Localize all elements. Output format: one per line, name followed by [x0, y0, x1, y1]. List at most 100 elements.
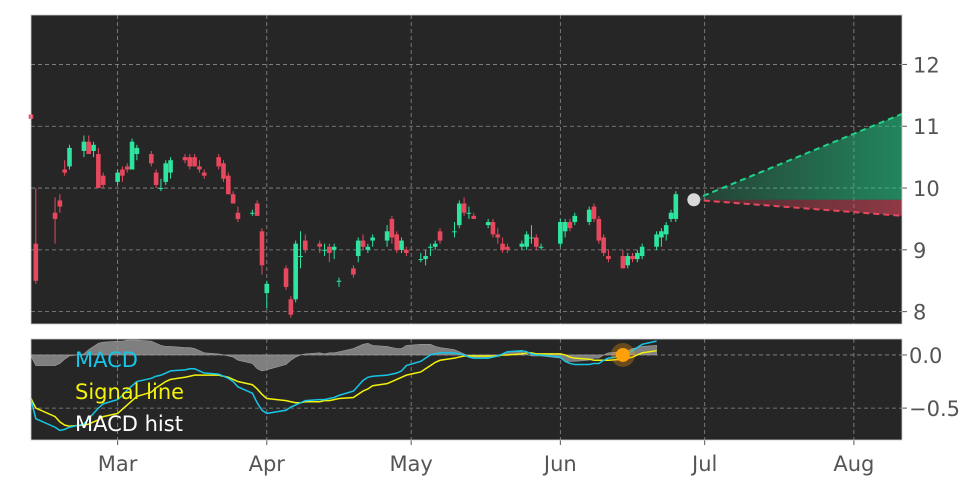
candle-body: [370, 237, 375, 241]
macd-axis: 0.0 −0.5: [902, 344, 960, 421]
candle-body: [630, 256, 635, 260]
x-tick-label: May: [389, 452, 432, 476]
y-tick-label: 0.0: [909, 344, 942, 368]
candle-body: [336, 280, 342, 282]
legend-entry: MACD hist: [75, 412, 183, 436]
candle-body: [360, 240, 366, 247]
candle-body: [495, 234, 501, 238]
candle-body: [351, 268, 356, 275]
price-grid: [31, 15, 902, 324]
candle-body: [456, 203, 462, 226]
candle-body: [500, 243, 505, 250]
x-tick-label: Mar: [98, 452, 138, 476]
candle-body: [635, 252, 640, 260]
candle-body: [298, 256, 303, 258]
forecast-cone: [693, 112, 903, 217]
last-price-marker: [687, 193, 701, 207]
candle-body: [601, 237, 606, 253]
candle-body: [663, 225, 669, 235]
candle-body: [620, 256, 626, 269]
candle-body: [100, 175, 106, 185]
candle-body: [625, 256, 631, 266]
macd-line: [30, 340, 657, 432]
candle-body: [230, 194, 236, 204]
candle-body: [163, 163, 169, 182]
candle-body: [384, 231, 390, 241]
macd-series: [30, 339, 657, 432]
candle-body: [221, 163, 226, 179]
candle-body: [668, 212, 674, 219]
y-tick-label: −0.5: [909, 397, 960, 421]
candle-body: [187, 157, 193, 167]
candle-body: [437, 231, 443, 241]
candle-body: [533, 237, 539, 247]
forecast-lower-line: [693, 198, 903, 217]
candle-body: [288, 299, 294, 315]
candle-body: [197, 166, 202, 170]
candle-body: [558, 222, 563, 244]
candle-body: [461, 203, 467, 213]
candle-body: [404, 249, 409, 253]
y-tick-label: 11: [913, 115, 940, 139]
candle-body: [606, 256, 611, 260]
candle-body: [673, 194, 679, 219]
candle-body: [428, 246, 433, 248]
candle-body: [254, 203, 260, 216]
candle-body: [389, 218, 395, 238]
candle-body: [153, 172, 159, 185]
candle-body: [250, 212, 255, 214]
macd-panel: 0.0 −0.5 MACD Signal line MACD hist: [30, 339, 960, 440]
candle-body: [505, 246, 510, 250]
candle-body: [124, 166, 130, 170]
candle-body: [524, 234, 529, 247]
candle-body: [158, 188, 164, 190]
candle-body: [538, 246, 544, 248]
candle-body: [129, 141, 135, 170]
candle-body: [120, 169, 125, 176]
y-tick-label: 10: [913, 177, 940, 201]
date-axis: Mar Apr May Jun Jul Aug: [98, 440, 874, 476]
candle-body: [168, 160, 173, 173]
macd-legend: MACD Signal line MACD hist: [75, 348, 184, 436]
y-tick-label: 8: [913, 301, 926, 325]
candle-body: [67, 147, 72, 167]
candle-body: [259, 231, 265, 266]
candle-body: [471, 215, 477, 219]
candle-body: [264, 283, 270, 294]
candle-body: [302, 240, 308, 250]
candle-body: [317, 243, 323, 247]
candle-body: [149, 154, 154, 164]
candle-body: [394, 234, 400, 250]
candle-body: [134, 147, 140, 155]
candle-body: [452, 231, 457, 233]
candle-body: [216, 157, 221, 167]
signal-line: [30, 349, 657, 427]
candle-body: [654, 234, 659, 247]
price-panel-frame: [30, 14, 903, 325]
candle-body: [182, 157, 188, 161]
y-tick-label: 9: [913, 239, 926, 263]
candle-body: [562, 222, 568, 232]
candle-body: [639, 246, 645, 257]
x-tick-label: Jun: [542, 452, 577, 476]
price-panel-background: [31, 15, 902, 324]
candle-body: [327, 246, 332, 253]
candle-body: [235, 212, 241, 219]
candle-body: [432, 243, 438, 247]
candle-body: [225, 175, 231, 195]
crossover-marker: [615, 347, 630, 362]
candle-body: [201, 172, 207, 176]
candle-body: [91, 144, 96, 151]
candle-body: [33, 243, 39, 281]
candle-body: [529, 237, 534, 239]
candle-body: [466, 212, 472, 214]
candle-body: [192, 157, 197, 167]
legend-entry: Signal line: [75, 380, 184, 404]
candle-body: [283, 268, 289, 287]
candle-body: [86, 141, 92, 155]
forecast-upper-band: [693, 113, 902, 200]
candle-body: [331, 246, 337, 250]
candle-body: [96, 154, 101, 189]
legend-entry: MACD: [75, 348, 138, 372]
candle-body: [81, 141, 87, 151]
